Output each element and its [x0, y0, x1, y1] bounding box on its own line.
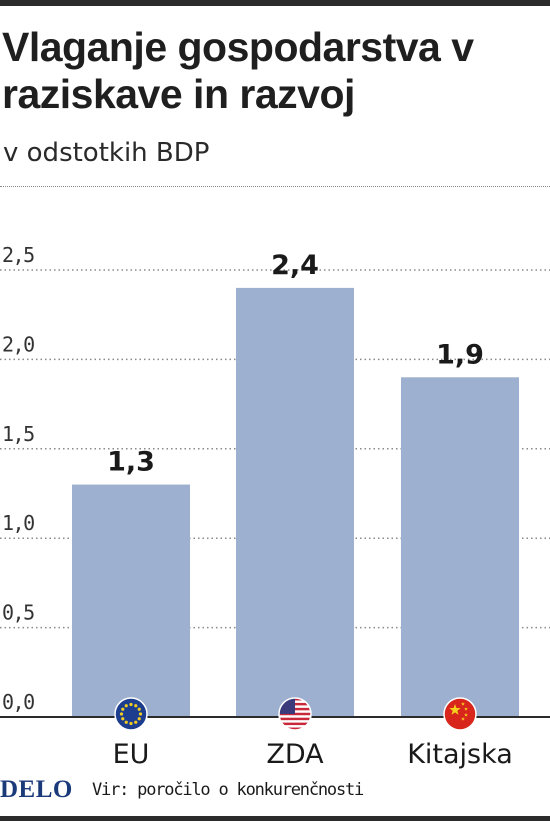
china-flag-icon — [443, 697, 477, 731]
delo-logo: DELO — [0, 776, 73, 803]
china-flag-star — [461, 702, 465, 706]
category-label: Kitajska — [407, 739, 513, 770]
chart-title: Vlaganje gospodarstva v raziskave in raz… — [2, 24, 474, 117]
eu-flag-star — [124, 720, 128, 724]
y-tick-label: 2,0 — [2, 332, 34, 356]
top-rule — [0, 0, 550, 6]
bottom-rule — [0, 816, 550, 821]
eu-flag-star — [138, 712, 143, 716]
bar — [72, 484, 190, 717]
eu-flag-star — [134, 720, 138, 724]
eu-flag-star — [137, 717, 141, 721]
eu-flag-star — [119, 712, 124, 716]
bar — [236, 287, 354, 717]
eu-flag-star — [121, 717, 125, 721]
chart-subtitle: v odstotkih BDP — [3, 138, 210, 168]
category-label: ZDA — [266, 739, 324, 770]
y-tick-label: 1,5 — [2, 422, 34, 446]
eu-flag-star — [129, 721, 133, 726]
data-label: 1,3 — [107, 447, 155, 478]
y-tick-label: 2,5 — [2, 243, 34, 267]
eu-flag-star — [124, 704, 128, 708]
eu-flag-star — [134, 704, 138, 708]
data-label: 1,9 — [436, 339, 484, 370]
header-divider — [0, 186, 550, 187]
china-flag-star — [461, 717, 465, 721]
china-flag-star — [464, 707, 468, 711]
china-flag-star — [464, 713, 468, 717]
eu-flag-icon — [114, 697, 148, 731]
data-label: 2,4 — [271, 250, 319, 281]
china-flag-star — [449, 704, 461, 715]
source-note: Vir: poročilo o konkurenčnosti — [92, 780, 364, 800]
category-label: EU — [113, 739, 150, 770]
eu-flag-star — [121, 707, 125, 711]
bar — [401, 377, 519, 717]
eu-flag-star — [137, 707, 141, 711]
y-tick-label: 0,5 — [2, 601, 34, 625]
eu-flag-star — [129, 702, 133, 707]
us-flag-rim — [278, 697, 312, 731]
y-tick-label: 1,0 — [2, 511, 34, 535]
y-tick-label: 0,0 — [2, 690, 34, 714]
